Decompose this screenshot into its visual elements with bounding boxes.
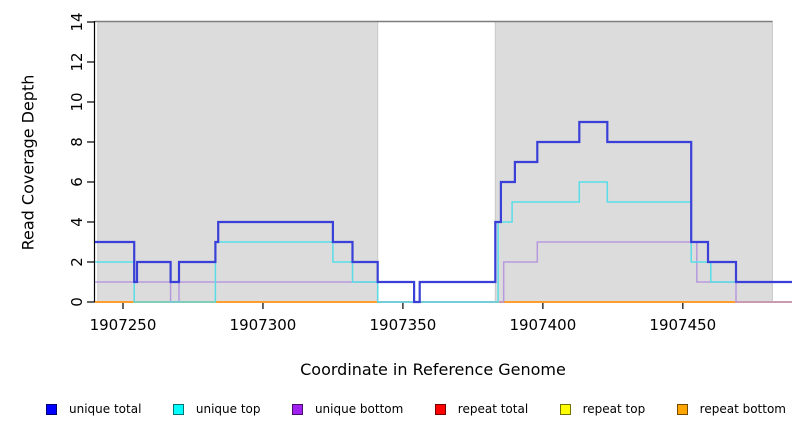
legend-swatch-icon (676, 403, 688, 415)
y-tick-label: 10 (68, 92, 86, 112)
x-tick-label: 1907350 (369, 316, 437, 334)
legend: unique total unique top unique bottom repea… (46, 398, 786, 420)
x-tick-label: 1907300 (229, 316, 297, 334)
y-tick-label: 14 (68, 12, 86, 32)
legend-swatch-icon (172, 403, 184, 415)
legend-item-repeat-bottom: repeat bottom (676, 402, 786, 416)
y-tick-label: 0 (68, 297, 86, 307)
legend-label: unique top (195, 402, 261, 416)
legend-swatch-icon (291, 403, 303, 415)
legend-label: unique total (69, 402, 142, 416)
repeat-region-band-2 (494, 21, 773, 303)
legend-label: repeat total (457, 402, 529, 416)
legend-label: repeat bottom (699, 402, 786, 416)
legend-label: repeat top (582, 402, 646, 416)
legend-swatch-icon (434, 403, 446, 415)
x-axis-title: Coordinate in Reference Genome (300, 360, 566, 379)
y-tick-label: 8 (68, 137, 86, 147)
y-tick-label: 2 (68, 257, 86, 267)
legend-swatch-icon (46, 403, 57, 415)
x-tick-label: 1907250 (89, 316, 157, 334)
y-tick-label: 12 (68, 52, 86, 72)
legend-item-unique-total: unique total (46, 402, 141, 416)
legend-label: unique bottom (314, 402, 404, 416)
legend-item-unique-top: unique top (172, 402, 261, 416)
legend-item-repeat-top: repeat top (559, 402, 646, 416)
legend-item-unique-bottom: unique bottom (291, 402, 404, 416)
series-unique-total (95, 120, 792, 304)
y-tick-label: 6 (68, 177, 86, 187)
repeat-region-band-1 (97, 21, 379, 303)
x-tick-label: 1907450 (649, 316, 717, 334)
legend-item-repeat-total: repeat total (434, 402, 529, 416)
legend-swatch-icon (559, 403, 571, 415)
x-tick-label: 1907400 (509, 316, 577, 334)
y-axis-title: Read Coverage Depth (18, 74, 38, 251)
y-tick-label: 4 (68, 217, 86, 227)
